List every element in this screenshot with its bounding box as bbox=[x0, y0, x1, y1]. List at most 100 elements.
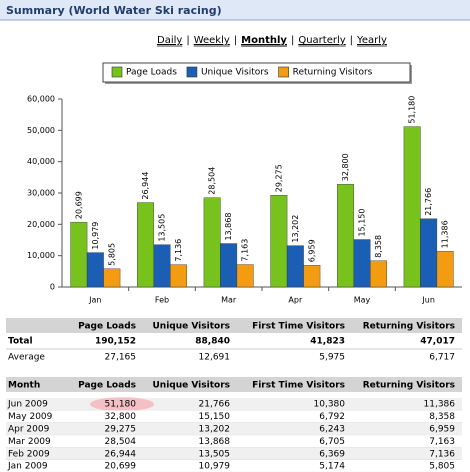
monthly-column-header: Page Loads bbox=[78, 381, 136, 391]
legend-label: Page Loads bbox=[126, 68, 177, 78]
value-label: 51,180 bbox=[408, 96, 417, 124]
value-label: 32,800 bbox=[341, 153, 350, 181]
monthly-cell: 7,136 bbox=[429, 449, 455, 459]
legend-label: Unique Visitors bbox=[201, 68, 269, 78]
summary-cell: 12,691 bbox=[199, 353, 231, 363]
value-label: 29,275 bbox=[274, 164, 283, 192]
value-label: 20,699 bbox=[74, 191, 83, 219]
summary-cell: 41,823 bbox=[310, 337, 345, 347]
monthly-cell: 21,766 bbox=[199, 400, 231, 410]
monthly-column-header: First Time Visitors bbox=[252, 381, 345, 391]
bar bbox=[403, 126, 421, 288]
nav-link[interactable]: Weekly bbox=[194, 35, 230, 46]
value-label: 13,868 bbox=[224, 213, 233, 241]
value-label: 13,505 bbox=[158, 214, 167, 242]
monthly-cell: 6,959 bbox=[429, 425, 455, 435]
nav-link[interactable]: Quarterly bbox=[298, 35, 345, 46]
monthly-cell: 6,243 bbox=[319, 425, 345, 435]
monthly-cell: Feb 2009 bbox=[8, 449, 50, 459]
monthly-cell: 15,150 bbox=[199, 412, 231, 422]
value-label: 10,979 bbox=[91, 222, 100, 250]
monthly-cell: 20,699 bbox=[105, 462, 137, 472]
bar bbox=[103, 268, 121, 288]
x-tick-label: Apr bbox=[288, 296, 303, 305]
summary-cell: 190,152 bbox=[95, 337, 136, 347]
monthly-cell: 13,868 bbox=[199, 437, 231, 447]
monthly-cell: 10,979 bbox=[199, 462, 231, 472]
bar bbox=[270, 195, 288, 288]
summary-cell: 6,717 bbox=[429, 353, 455, 363]
monthly-row-bg bbox=[6, 447, 462, 460]
bar bbox=[370, 260, 387, 288]
monthly-row-bg bbox=[6, 435, 462, 448]
bar bbox=[337, 184, 354, 288]
monthly-column-header: Returning Visitors bbox=[363, 381, 455, 391]
value-label: 8,358 bbox=[374, 235, 383, 258]
nav-link[interactable]: Monthly bbox=[241, 35, 287, 46]
monthly-row-bg bbox=[6, 398, 462, 411]
legend-swatch bbox=[186, 66, 198, 78]
summary-row-label: Total bbox=[8, 337, 33, 347]
monthly-cell: 26,944 bbox=[105, 449, 137, 459]
monthly-cell: Mar 2009 bbox=[8, 437, 51, 447]
summary-cell: 88,840 bbox=[195, 337, 230, 347]
y-tick-label: 20,000 bbox=[27, 220, 55, 229]
monthly-cell: 6,705 bbox=[319, 437, 345, 447]
monthly-cell: Jun 2009 bbox=[7, 400, 48, 410]
monthly-cell: 13,505 bbox=[199, 449, 231, 459]
summary-column-header: Unique Visitors bbox=[152, 322, 230, 332]
summary-cell: 5,975 bbox=[319, 353, 345, 363]
summary-cell: 27,165 bbox=[105, 353, 137, 363]
value-label: 13,202 bbox=[291, 215, 300, 243]
bar bbox=[70, 221, 88, 288]
monthly-cell: 51,180 bbox=[105, 400, 137, 410]
bar bbox=[236, 264, 254, 288]
monthly-cell: May 2009 bbox=[8, 412, 53, 422]
bar bbox=[286, 245, 304, 288]
monthly-cell: 8,358 bbox=[429, 412, 455, 422]
monthly-cell: 6,369 bbox=[319, 449, 345, 459]
value-label: 5,805 bbox=[107, 243, 116, 266]
summary-column-header: Returning Visitors bbox=[363, 322, 455, 332]
y-tick-label: 10,000 bbox=[27, 251, 55, 260]
nav-separator: | bbox=[186, 35, 189, 46]
monthly-cell: 5,174 bbox=[319, 462, 345, 472]
value-label: 11,386 bbox=[441, 220, 450, 248]
monthly-cell: Apr 2009 bbox=[8, 425, 50, 435]
bar bbox=[137, 202, 154, 288]
monthly-row-bg bbox=[6, 410, 462, 423]
bar bbox=[170, 264, 187, 288]
bar bbox=[153, 244, 171, 288]
legend-swatch bbox=[278, 66, 289, 78]
monthly-cell: 6,792 bbox=[319, 412, 345, 422]
summary-row-label: Average bbox=[8, 353, 45, 363]
bar bbox=[203, 197, 221, 288]
nav-separator: | bbox=[291, 35, 294, 46]
bar bbox=[220, 243, 238, 288]
legend-label: Returning Visitors bbox=[293, 68, 373, 78]
bar bbox=[436, 251, 454, 288]
x-tick-label: Feb bbox=[155, 296, 169, 305]
monthly-column-header: Month bbox=[8, 381, 40, 391]
nav-link[interactable]: Daily bbox=[157, 35, 182, 46]
monthly-row-bg bbox=[6, 460, 462, 472]
y-tick-label: 30,000 bbox=[27, 189, 55, 198]
value-label: 26,944 bbox=[141, 172, 150, 200]
nav-link[interactable]: Yearly bbox=[356, 35, 387, 46]
monthly-cell: 32,800 bbox=[105, 412, 137, 422]
x-tick-label: Jun bbox=[421, 296, 435, 305]
bar bbox=[86, 252, 104, 288]
bar bbox=[353, 239, 371, 288]
y-tick-label: 50,000 bbox=[27, 126, 55, 135]
monthly-cell: 28,504 bbox=[105, 437, 137, 447]
summary-cell: 47,017 bbox=[420, 337, 455, 347]
header-title: Summary (World Water Ski racing) bbox=[6, 4, 222, 17]
y-tick-label: 40,000 bbox=[27, 157, 55, 166]
value-label: 7,136 bbox=[174, 239, 183, 262]
x-tick-label: May bbox=[354, 296, 371, 305]
monthly-column-header: Unique Visitors bbox=[152, 381, 230, 391]
nav-separator: | bbox=[350, 35, 353, 46]
y-tick-label: 0 bbox=[50, 283, 55, 292]
x-tick-label: Mar bbox=[221, 296, 237, 305]
y-tick-label: 60,000 bbox=[27, 95, 55, 104]
